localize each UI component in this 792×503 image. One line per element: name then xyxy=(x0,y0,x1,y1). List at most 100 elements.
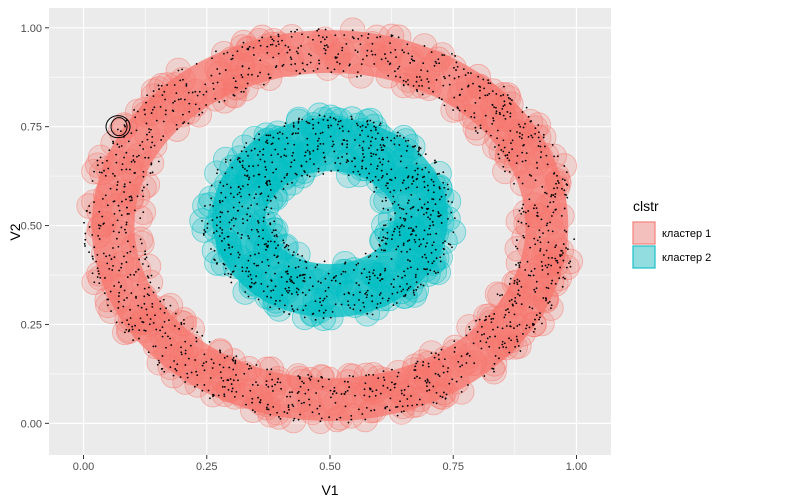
data-point xyxy=(183,121,186,123)
data-point xyxy=(277,33,280,36)
data-point xyxy=(248,193,251,196)
data-point xyxy=(96,164,99,167)
data-point xyxy=(242,222,244,225)
data-point xyxy=(396,131,399,134)
data-point xyxy=(420,69,422,72)
data-point xyxy=(339,162,342,165)
data-point xyxy=(552,211,555,214)
data-point xyxy=(334,162,337,164)
data-point xyxy=(106,204,109,207)
data-point xyxy=(257,252,260,255)
data-point xyxy=(222,366,225,369)
data-point xyxy=(465,334,468,337)
data-point xyxy=(382,384,385,387)
data-point xyxy=(377,377,380,380)
data-point xyxy=(537,145,540,147)
data-point xyxy=(393,230,395,233)
data-point xyxy=(319,132,322,135)
data-point xyxy=(147,156,150,159)
data-point xyxy=(322,311,325,314)
data-point xyxy=(317,137,320,140)
data-point xyxy=(323,115,326,118)
data-point xyxy=(293,159,296,162)
data-point xyxy=(413,238,416,241)
data-point xyxy=(292,132,295,135)
data-point xyxy=(397,36,400,39)
data-point xyxy=(442,371,445,374)
data-point xyxy=(368,147,370,150)
data-point xyxy=(407,79,409,81)
data-point xyxy=(472,82,474,85)
data-point xyxy=(513,327,515,330)
data-point xyxy=(343,34,346,37)
data-point xyxy=(380,248,383,251)
data-point xyxy=(185,84,188,87)
data-point xyxy=(394,212,397,215)
data-point xyxy=(218,235,221,237)
data-point xyxy=(206,227,209,229)
data-point xyxy=(509,277,512,280)
data-point xyxy=(435,62,438,65)
data-point xyxy=(283,304,286,307)
data-point xyxy=(408,227,410,230)
data-point xyxy=(448,83,451,86)
data-point xyxy=(490,321,493,324)
data-point xyxy=(432,198,435,201)
data-point xyxy=(346,389,349,392)
data-point xyxy=(239,161,242,164)
data-point xyxy=(334,279,337,282)
data-point xyxy=(529,246,532,249)
data-point xyxy=(269,134,272,137)
data-point xyxy=(138,329,141,332)
data-point xyxy=(373,125,376,128)
data-point xyxy=(283,241,285,244)
data-point xyxy=(170,344,173,346)
data-point xyxy=(375,153,377,156)
data-point xyxy=(368,278,371,281)
data-point xyxy=(257,230,259,233)
data-point xyxy=(398,144,401,146)
data-point xyxy=(135,129,138,132)
data-point xyxy=(426,242,428,245)
data-point xyxy=(406,283,408,285)
data-point xyxy=(120,266,123,269)
data-point xyxy=(366,293,369,296)
data-point xyxy=(223,356,226,359)
data-point xyxy=(432,90,434,93)
data-point xyxy=(514,245,517,248)
data-point xyxy=(569,265,572,268)
data-point xyxy=(431,262,434,265)
data-point xyxy=(219,221,222,223)
data-point xyxy=(390,35,393,38)
data-point xyxy=(461,364,464,367)
data-point xyxy=(545,192,548,195)
data-point xyxy=(365,54,368,57)
data-point xyxy=(527,274,530,277)
data-point xyxy=(381,175,384,177)
data-point xyxy=(324,52,327,55)
data-point xyxy=(364,418,367,421)
data-point xyxy=(427,171,430,174)
data-point xyxy=(93,281,96,284)
data-point xyxy=(443,358,446,361)
data-point xyxy=(566,184,569,186)
data-point xyxy=(129,199,132,202)
data-point xyxy=(474,130,477,132)
data-point xyxy=(265,245,268,247)
data-point xyxy=(143,302,146,305)
data-point xyxy=(542,232,544,235)
data-point xyxy=(429,213,432,216)
data-point xyxy=(497,144,500,146)
data-point xyxy=(517,220,520,223)
data-point xyxy=(384,224,387,227)
data-point xyxy=(329,116,332,119)
data-point xyxy=(402,79,405,82)
data-point xyxy=(143,108,146,111)
data-point xyxy=(322,118,325,121)
data-point xyxy=(425,211,428,214)
data-point xyxy=(438,96,441,99)
data-point xyxy=(306,137,309,140)
data-point xyxy=(406,289,409,291)
data-point xyxy=(194,90,197,93)
data-point xyxy=(559,255,562,258)
